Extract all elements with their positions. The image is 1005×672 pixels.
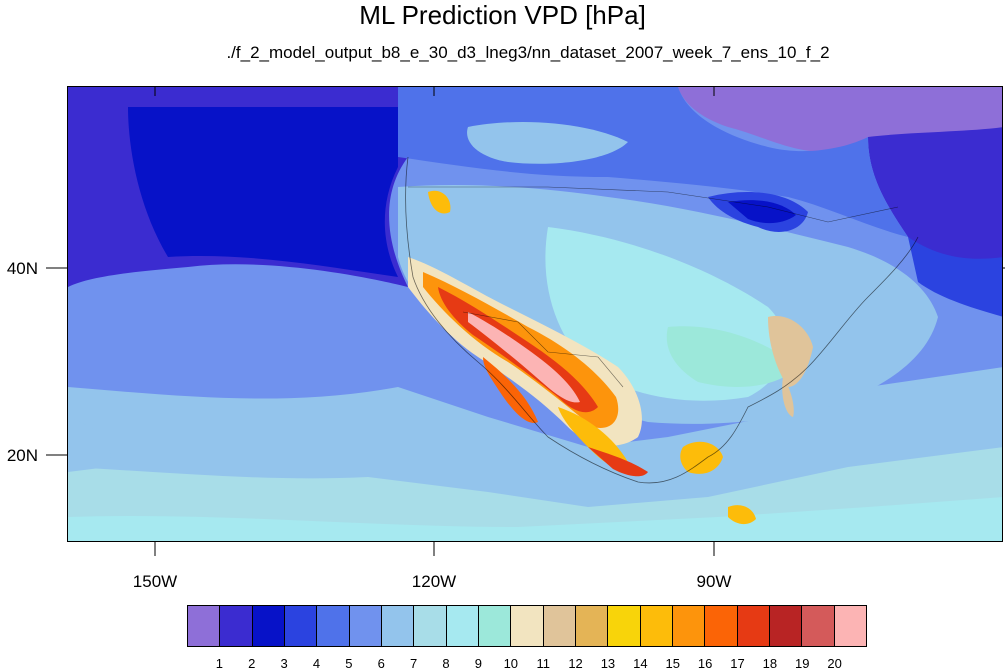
lon-label-90w: 90W bbox=[696, 572, 732, 591]
field-central-america bbox=[728, 505, 756, 525]
colorbar-swatch bbox=[220, 606, 253, 646]
colorbar-label: 8 bbox=[442, 656, 450, 671]
field-us-south bbox=[666, 326, 798, 387]
colorbar-swatch bbox=[543, 606, 576, 646]
colorbar-label: 13 bbox=[600, 656, 616, 671]
colorbar-label: 15 bbox=[665, 656, 680, 671]
colorbar-swatch bbox=[737, 606, 770, 646]
us-canada-border bbox=[408, 186, 899, 223]
field-florida bbox=[782, 377, 794, 417]
colorbar-swatch bbox=[640, 606, 673, 646]
colorbar-label: 11 bbox=[536, 656, 550, 671]
field-mexico bbox=[558, 407, 628, 468]
colorbar-swatch bbox=[188, 606, 221, 646]
colorbar-swatch bbox=[381, 606, 415, 646]
colorbar-label: 7 bbox=[410, 656, 418, 671]
field-great-lakes-core bbox=[728, 200, 796, 224]
colorbar-swatch bbox=[511, 606, 544, 646]
colorbar-swatch bbox=[672, 606, 706, 646]
field-north-pacific-core bbox=[128, 107, 398, 277]
map-title: ML Prediction VPD [hPa] bbox=[359, 0, 646, 30]
colorbar-label: 20 bbox=[827, 656, 842, 671]
colorbar-label: 6 bbox=[377, 656, 385, 671]
field-atlantic-north bbox=[908, 237, 1002, 317]
colorbar-swatch bbox=[705, 606, 738, 646]
field-baja bbox=[483, 357, 538, 423]
field-labrador bbox=[868, 127, 1002, 262]
field-hawaii bbox=[68, 417, 111, 472]
field-mexico-south bbox=[588, 447, 648, 477]
colorbar-label: 16 bbox=[697, 656, 713, 671]
colorbar-swatch bbox=[834, 606, 866, 646]
map-subtitle: ./f_2_model_output_b8_e_30_d3_lneg3/nn_d… bbox=[226, 43, 830, 62]
colorbar-swatch bbox=[608, 606, 641, 646]
colorbar-label: 10 bbox=[503, 656, 519, 671]
colorbar-swatch bbox=[446, 606, 479, 646]
field-georgia bbox=[768, 316, 813, 387]
field-yucatan bbox=[680, 441, 723, 474]
colorbar-label: 2 bbox=[248, 656, 256, 671]
lat-label-40n: 40N bbox=[6, 259, 38, 278]
colorbar-label: 19 bbox=[795, 656, 810, 671]
field-equatorial bbox=[68, 497, 1002, 541]
field-arctic bbox=[678, 87, 1002, 152]
colorbar-label: 12 bbox=[568, 656, 583, 671]
colorbar-swatch bbox=[252, 606, 285, 646]
colorbar-swatch bbox=[802, 606, 835, 646]
us-mexico-border bbox=[462, 311, 624, 388]
colorbar-label: 5 bbox=[345, 656, 353, 671]
colorbar-swatch bbox=[317, 606, 350, 646]
colorbar-label: 17 bbox=[730, 656, 745, 671]
colorbar-label: 3 bbox=[280, 656, 288, 671]
colorbar-swatch bbox=[349, 606, 382, 646]
lat-label-20n: 20N bbox=[6, 446, 38, 465]
colorbar-swatch bbox=[414, 606, 447, 646]
lon-label-150w: 150W bbox=[132, 572, 178, 591]
field-prairie-light bbox=[467, 122, 628, 164]
vpd-field-plot bbox=[68, 87, 1002, 541]
colorbar-swatch bbox=[284, 606, 318, 646]
lon-label-120w: 120W bbox=[411, 572, 457, 591]
colorbar-swatch bbox=[575, 606, 609, 646]
colorbar-label: 1 bbox=[215, 656, 223, 671]
coastline bbox=[405, 156, 919, 484]
colorbar bbox=[187, 605, 867, 647]
colorbar-swatch bbox=[478, 606, 512, 646]
field-cascades bbox=[428, 190, 451, 214]
field-sw-20 bbox=[468, 312, 580, 403]
vpd-map bbox=[67, 86, 1003, 542]
colorbar-swatch bbox=[769, 606, 803, 646]
colorbar-label: 18 bbox=[762, 656, 778, 671]
colorbar-label: 9 bbox=[474, 656, 483, 671]
colorbar-label: 4 bbox=[312, 656, 321, 671]
colorbar-label: 14 bbox=[633, 656, 648, 671]
